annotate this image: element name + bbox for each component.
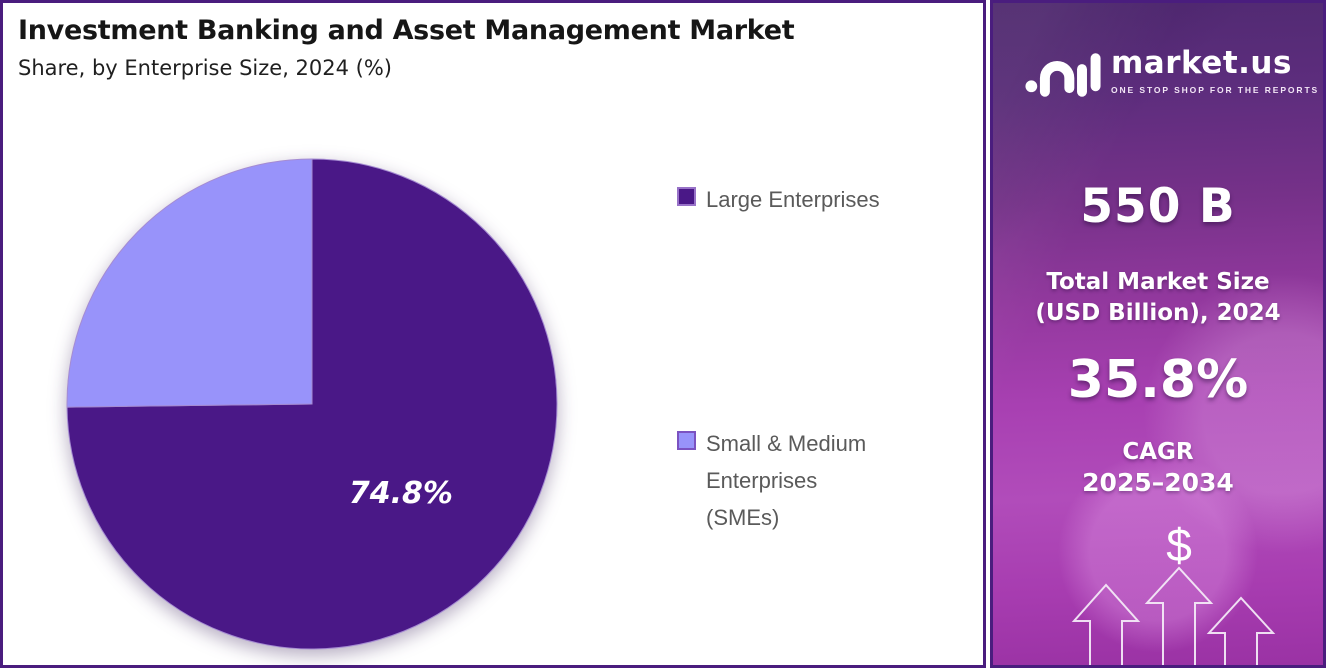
logo-brand-text: market.us [1111, 45, 1292, 81]
chart-subtitle: Share, by Enterprise Size, 2024 (%) [18, 56, 393, 80]
sidebar-panel: market.us ONE STOP SHOP FOR THE REPORTS … [990, 0, 1326, 668]
logo-tagline: ONE STOP SHOP FOR THE REPORTS [1111, 85, 1320, 95]
legend-item-smes: Small & Medium Enterprises (SMEs) [677, 425, 881, 536]
cagr-label: CAGR [1122, 439, 1194, 465]
pie-slice-label: 74.8% [349, 476, 453, 511]
market-size-label: Total Market Size (USD Billion), 2024 [993, 267, 1323, 329]
market-size-label-line1: Total Market Size [1046, 269, 1270, 295]
growth-arrows-graphic: $ [1071, 519, 1276, 665]
dollar-sign-icon: $ [1166, 519, 1192, 571]
marketus-logo: market.us ONE STOP SHOP FOR THE REPORTS [1025, 39, 1319, 101]
cagr-period: 2025–2034 [1082, 468, 1234, 497]
growth-arrow-middle [1144, 566, 1214, 665]
growth-arrow-left [1071, 583, 1141, 665]
market-size-value: 550 B [1080, 179, 1236, 234]
market-size-label-line2: (USD Billion), 2024 [1035, 300, 1281, 326]
logo-text-block: market.us ONE STOP SHOP FOR THE REPORTS [1111, 45, 1319, 95]
pie-slice-0 [66, 158, 558, 650]
pie-chart: 74.8% [66, 158, 558, 650]
growth-arrow-right [1206, 596, 1276, 665]
chart-header: Investment Banking and Asset Management … [18, 15, 795, 80]
cagr-value: 35.8% [1067, 350, 1249, 410]
marketus-logo-icon [1025, 53, 1101, 97]
pie-slice-1 [66, 158, 313, 408]
chart-title: Investment Banking and Asset Management … [18, 15, 795, 46]
legend-swatch-large-enterprises [677, 187, 696, 206]
legend-item-large-enterprises: Large Enterprises [677, 181, 880, 218]
legend-label-smes: Small & Medium Enterprises (SMEs) [706, 431, 867, 530]
chart-panel: Investment Banking and Asset Management … [0, 0, 986, 668]
legend-swatch-smes [677, 431, 696, 450]
legend-label-large-enterprises: Large Enterprises [706, 187, 880, 212]
